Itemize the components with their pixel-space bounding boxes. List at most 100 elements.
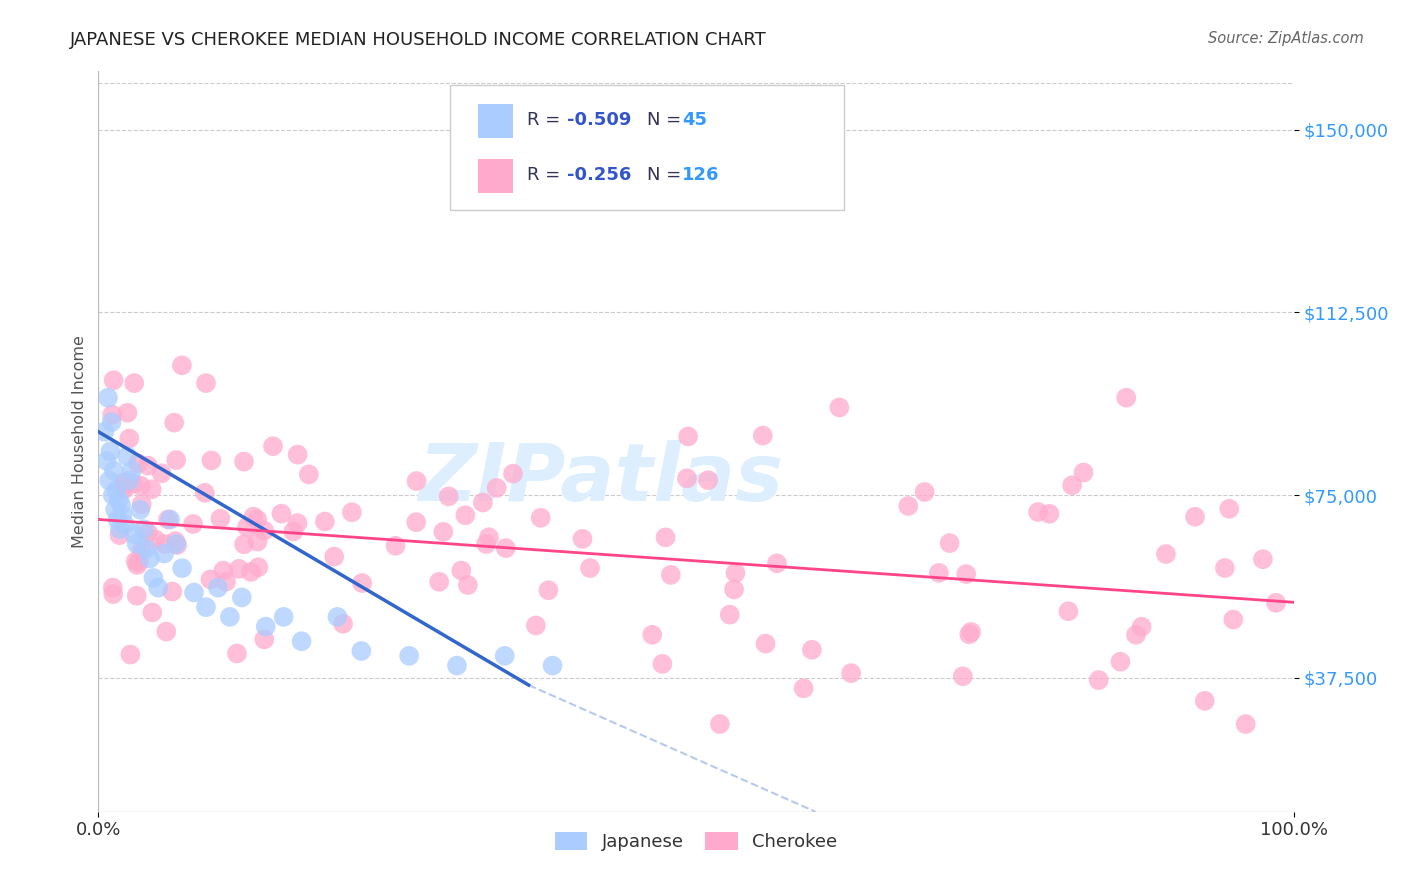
- Point: [228, 562, 250, 576]
- Point: [156, 512, 179, 526]
- Point: [247, 560, 270, 574]
- Point: [233, 537, 256, 551]
- Point: [242, 509, 264, 524]
- Point: [103, 587, 125, 601]
- Text: -0.509: -0.509: [567, 112, 631, 129]
- Point: [148, 581, 170, 595]
- Point: [641, 628, 664, 642]
- Point: [1062, 478, 1084, 492]
- Point: [170, 359, 193, 373]
- Y-axis label: Median Household Income: Median Household Income: [72, 335, 87, 548]
- Point: [226, 647, 249, 661]
- Point: [287, 448, 309, 462]
- Point: [405, 474, 427, 488]
- Point: [107, 493, 129, 508]
- Point: [105, 483, 128, 498]
- Point: [475, 537, 498, 551]
- Point: [129, 502, 152, 516]
- Text: 126: 126: [682, 166, 720, 184]
- Point: [471, 495, 494, 509]
- Point: [200, 453, 222, 467]
- Point: [97, 391, 120, 405]
- Point: [236, 520, 259, 534]
- Point: [132, 522, 155, 536]
- Point: [952, 669, 974, 683]
- Point: [103, 464, 125, 478]
- Point: [530, 510, 553, 524]
- Point: [332, 616, 354, 631]
- Point: [1213, 561, 1236, 575]
- Point: [723, 582, 745, 597]
- Point: [1222, 613, 1244, 627]
- Point: [115, 449, 138, 463]
- Point: [207, 581, 229, 595]
- Point: [340, 505, 363, 519]
- Point: [124, 527, 146, 541]
- Point: [122, 476, 145, 491]
- Point: [350, 644, 373, 658]
- Text: -0.256: -0.256: [567, 166, 631, 184]
- Point: [446, 658, 468, 673]
- Point: [183, 585, 205, 599]
- Point: [494, 648, 516, 663]
- Point: [165, 453, 187, 467]
- Point: [124, 376, 146, 390]
- Point: [141, 483, 163, 497]
- Point: [537, 583, 560, 598]
- Point: [1194, 694, 1216, 708]
- Point: [128, 555, 150, 569]
- Point: [153, 537, 176, 551]
- Point: [246, 512, 269, 526]
- Text: 45: 45: [682, 112, 707, 129]
- Point: [153, 547, 176, 561]
- Point: [150, 467, 173, 481]
- Point: [108, 522, 131, 536]
- Text: ZIPatlas: ZIPatlas: [418, 440, 783, 517]
- Point: [485, 481, 508, 495]
- Point: [209, 511, 232, 525]
- Legend: Japanese, Cherokee: Japanese, Cherokee: [547, 824, 845, 858]
- Point: [1057, 604, 1080, 618]
- Point: [709, 717, 731, 731]
- Point: [960, 624, 983, 639]
- Point: [432, 524, 454, 539]
- Point: [131, 497, 153, 511]
- Point: [118, 432, 141, 446]
- Point: [897, 499, 920, 513]
- Point: [125, 554, 148, 568]
- Point: [1109, 655, 1132, 669]
- Point: [955, 567, 977, 582]
- Point: [101, 408, 124, 422]
- Point: [676, 471, 699, 485]
- Point: [120, 648, 142, 662]
- Point: [571, 532, 593, 546]
- Point: [118, 474, 141, 488]
- Point: [326, 610, 349, 624]
- Point: [957, 627, 980, 641]
- Point: [314, 515, 336, 529]
- Point: [135, 541, 157, 556]
- Point: [1087, 673, 1109, 687]
- Point: [195, 600, 218, 615]
- Text: JAPANESE VS CHEROKEE MEDIAN HOUSEHOLD INCOME CORRELATION CHART: JAPANESE VS CHEROKEE MEDIAN HOUSEHOLD IN…: [70, 31, 768, 49]
- Point: [172, 561, 194, 575]
- Point: [659, 567, 682, 582]
- Point: [928, 566, 950, 580]
- Point: [1115, 391, 1137, 405]
- Point: [114, 483, 136, 497]
- Point: [1038, 507, 1060, 521]
- Point: [1234, 717, 1257, 731]
- Point: [502, 467, 524, 481]
- Point: [141, 606, 163, 620]
- Point: [1265, 596, 1288, 610]
- Point: [159, 512, 181, 526]
- Point: [384, 539, 406, 553]
- Point: [524, 618, 547, 632]
- Point: [166, 538, 188, 552]
- Point: [291, 634, 314, 648]
- Point: [231, 591, 253, 605]
- Point: [454, 508, 477, 523]
- Point: [697, 473, 720, 487]
- Point: [98, 444, 122, 458]
- Point: [1218, 501, 1240, 516]
